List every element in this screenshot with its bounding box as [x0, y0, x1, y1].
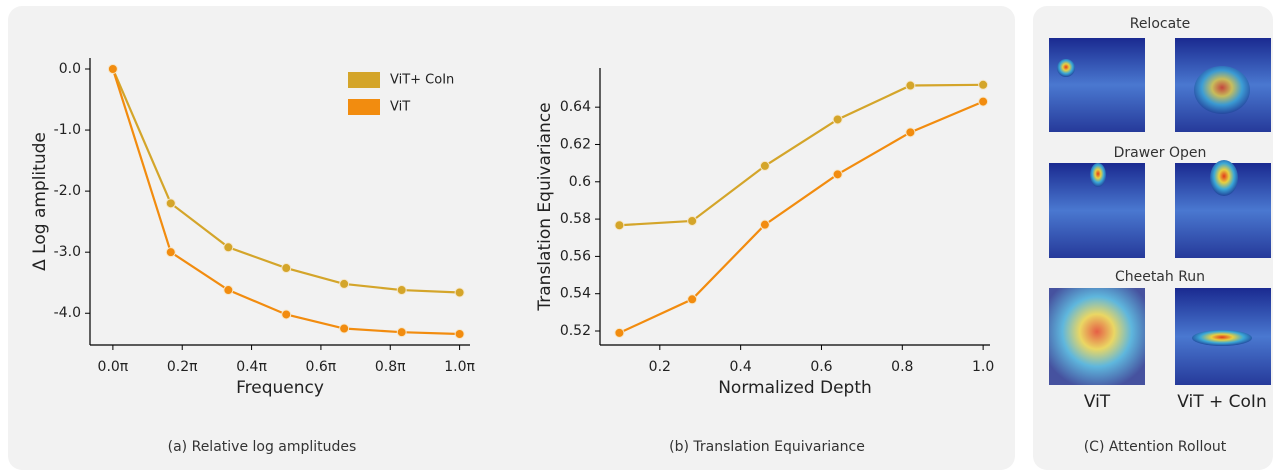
- legend-swatch: [348, 99, 380, 115]
- heat-spot: [1090, 163, 1106, 187]
- point: [340, 279, 349, 288]
- point: [979, 80, 988, 89]
- x-axis-label: Frequency: [236, 378, 324, 398]
- caption: (a) Relative log amplitudes: [168, 439, 357, 455]
- x-tick-label: 0.8π: [375, 359, 406, 375]
- point: [979, 97, 988, 106]
- point: [688, 216, 697, 225]
- y-axis-label: Δ Log amplitude: [30, 132, 50, 271]
- y-tick-label: -2.0: [54, 183, 81, 199]
- y-axis-label: Translation Equivariance: [535, 102, 555, 311]
- point: [455, 288, 464, 297]
- y-tick-label: 0.64: [560, 99, 591, 115]
- point: [397, 328, 406, 337]
- point: [906, 128, 915, 137]
- point: [224, 286, 233, 295]
- caption: (b) Translation Equivariance: [669, 439, 865, 455]
- x-tick-label: 1.0: [972, 359, 994, 375]
- y-tick-label: 0.58: [560, 211, 591, 227]
- figure: Relocate Drawer Open Cheetah Run ViT ViT…: [0, 0, 1278, 474]
- point: [833, 170, 842, 179]
- x-axis-label: Normalized Depth: [718, 378, 872, 398]
- column-label: ViT + CoIn: [1177, 392, 1266, 412]
- point: [282, 264, 291, 273]
- heat-spot: [1057, 59, 1075, 77]
- image: [1049, 38, 1145, 132]
- point: [166, 248, 175, 257]
- point: [224, 243, 233, 252]
- x-tick-label: 0.2π: [167, 359, 198, 375]
- point: [166, 199, 175, 208]
- x-tick-label: 0.0π: [98, 359, 129, 375]
- point: [455, 330, 464, 339]
- legend-swatch: [348, 72, 380, 88]
- legend-label: ViT: [390, 100, 410, 115]
- legend-label: ViT+ CoIn: [390, 73, 454, 88]
- heat-spot: [1194, 66, 1250, 114]
- image: [1049, 288, 1145, 385]
- point: [760, 161, 769, 170]
- point: [615, 328, 624, 337]
- y-tick-label: 0.56: [560, 248, 591, 264]
- panel-ab: [8, 6, 1015, 470]
- y-tick-label: 0.54: [560, 286, 591, 302]
- y-tick-label: -3.0: [54, 244, 81, 260]
- y-tick-label: 0.6: [569, 174, 591, 190]
- x-tick-label: 1.0π: [444, 359, 475, 375]
- x-tick-label: 0.8: [891, 359, 913, 375]
- x-tick-label: 0.4π: [236, 359, 267, 375]
- y-tick-label: -1.0: [54, 122, 81, 138]
- point: [397, 286, 406, 295]
- heat-spot: [1210, 160, 1238, 196]
- point: [615, 221, 624, 230]
- x-tick-label: 0.6: [810, 359, 832, 375]
- x-tick-label: 0.4: [730, 359, 752, 375]
- row-label: Cheetah Run: [1115, 269, 1205, 285]
- x-tick-label: 0.6π: [306, 359, 337, 375]
- point: [108, 64, 117, 73]
- row-label: Drawer Open: [1114, 145, 1207, 161]
- point: [760, 220, 769, 229]
- y-tick-label: 0.0: [59, 61, 81, 77]
- row-label: Relocate: [1130, 16, 1191, 32]
- point: [688, 295, 697, 304]
- caption: (C) Attention Rollout: [1084, 439, 1227, 455]
- point: [340, 324, 349, 333]
- point: [833, 115, 842, 124]
- x-tick-label: 0.2: [649, 359, 671, 375]
- heat-spot: [1192, 330, 1252, 346]
- point: [282, 310, 291, 319]
- y-tick-label: 0.62: [560, 136, 591, 152]
- y-tick-label: 0.52: [560, 323, 591, 339]
- point: [906, 81, 915, 90]
- column-label: ViT: [1084, 392, 1111, 412]
- y-tick-label: -4.0: [54, 305, 81, 321]
